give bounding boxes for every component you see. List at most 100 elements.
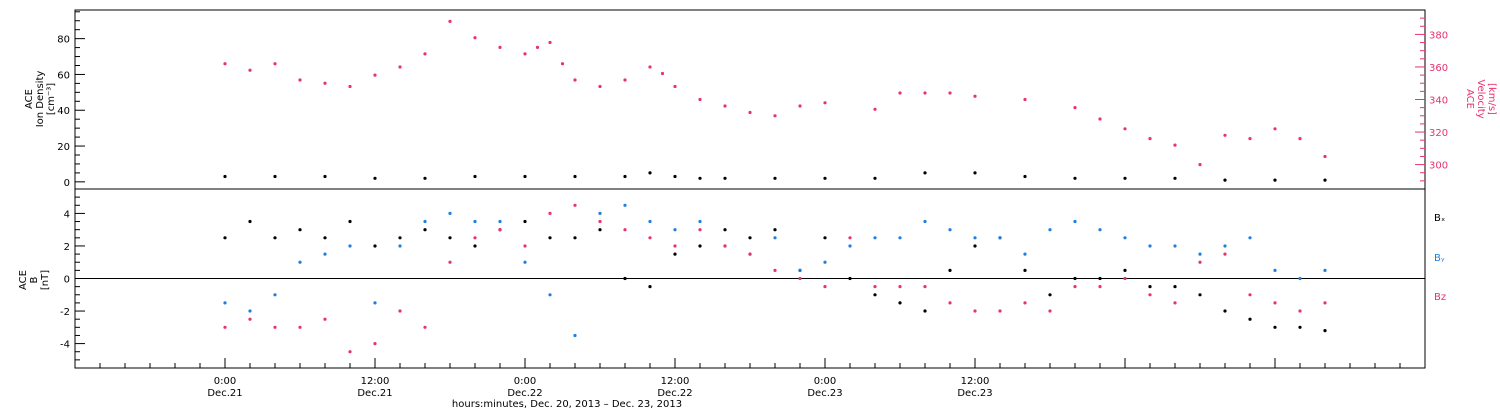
x-tick-date-label: Dec.23 — [957, 388, 992, 399]
density-series-point — [373, 176, 377, 180]
by-series-point — [298, 260, 302, 264]
velocity-series-point — [498, 45, 502, 50]
velocity-series-point — [823, 101, 827, 105]
by-series-point — [1148, 244, 1152, 248]
velocity-series-point — [573, 78, 577, 82]
top-right-ylabel-line2: Velocity — [1475, 79, 1486, 118]
bx-series-point — [1148, 285, 1152, 289]
velocity-series-point — [1023, 97, 1027, 102]
y-tick-label: 4 — [64, 209, 70, 220]
bz-series-point — [673, 244, 677, 248]
by-series-point — [1198, 252, 1202, 256]
velocity-series-point — [660, 71, 665, 76]
bz-series-point — [798, 276, 802, 281]
bz-series-point — [748, 252, 752, 256]
density-series-point — [773, 176, 777, 180]
x-tick-time-label: 0:00 — [214, 376, 236, 387]
bx-series-point — [448, 236, 452, 240]
bx-series-point — [873, 293, 877, 297]
y-tick-label: 40 — [57, 106, 70, 117]
by-series-point — [1023, 252, 1027, 256]
top-series-layer — [223, 19, 1327, 182]
density-series-point — [723, 176, 727, 180]
bz-series-point — [473, 236, 477, 240]
by-series-point — [1248, 236, 1252, 240]
bx-series-point — [548, 236, 552, 240]
by-series-point — [1273, 268, 1277, 272]
bx-series-point — [1223, 309, 1227, 313]
bx-series-point — [1098, 276, 1102, 281]
bz-series-point — [423, 325, 427, 329]
density-series-point — [698, 176, 702, 180]
y-tick-right-label: 320 — [1429, 128, 1448, 139]
bx-series-point — [1248, 317, 1252, 321]
bx-series-point — [848, 276, 852, 281]
y-tick-label: -4 — [60, 340, 70, 351]
density-series-point — [1073, 176, 1077, 180]
by-series-point — [873, 236, 877, 240]
y-tick-right-label: 340 — [1429, 96, 1448, 107]
bz-series-point — [873, 285, 877, 289]
bz-series-point — [1073, 285, 1077, 289]
y-tick-label: 20 — [57, 142, 70, 153]
density-series-point — [1123, 176, 1127, 180]
by-series-point — [923, 219, 927, 224]
y-tick-label: 80 — [57, 35, 70, 46]
bottom-left-axis: -4 -2 0 2 4 — [60, 196, 85, 361]
by-series-point — [573, 333, 577, 338]
by-series-point — [548, 293, 552, 297]
density-series-point — [423, 176, 427, 180]
by-series-point — [398, 244, 402, 248]
by-series-point — [473, 219, 477, 224]
bx-series-point — [773, 228, 777, 232]
velocity-series-point — [873, 107, 877, 111]
velocity-series-point — [348, 84, 352, 89]
legend-by: Bᵧ — [1434, 253, 1445, 264]
velocity-series-point — [1073, 106, 1077, 110]
density-series-point — [873, 176, 877, 180]
velocity-series-point — [748, 110, 752, 115]
by-series-point — [973, 236, 977, 240]
bz-series-point — [1023, 301, 1027, 305]
density-series-point — [623, 174, 627, 179]
velocity-series-point — [948, 91, 952, 95]
bz-series-point — [823, 285, 827, 289]
bottom-ylabel-line3: [nT] — [40, 270, 51, 290]
density-series-point — [823, 176, 827, 180]
velocity-series — [223, 19, 1327, 167]
top-left-ylabel-line3: [cm⁻³] — [46, 83, 57, 115]
y-tick-label: 60 — [57, 70, 70, 81]
y-tick-label: 0 — [64, 178, 70, 189]
by-series-point — [498, 219, 502, 224]
bz-series-point — [648, 236, 652, 240]
velocity-series-point — [1248, 137, 1252, 141]
by-series-point — [673, 228, 677, 232]
by-series-point — [523, 260, 527, 264]
density-series-point — [1173, 176, 1177, 180]
bz-series-point — [1273, 301, 1277, 305]
bx-series-point — [823, 236, 827, 240]
x-tick-date-label: Dec.23 — [807, 388, 842, 399]
density-series-point — [273, 174, 277, 179]
by-series-point — [423, 219, 427, 224]
bx-series-point — [1048, 293, 1052, 297]
density-series-point — [648, 171, 652, 175]
bx-series-point — [473, 244, 477, 248]
top-left-ylabel-line1: ACE — [24, 89, 35, 109]
by-series-point — [323, 252, 327, 256]
bx-series-point — [673, 252, 677, 256]
top-left-axis: 0 20 40 60 80 — [57, 11, 85, 189]
y-tick-right-label: 300 — [1429, 161, 1448, 172]
y-tick-label: -2 — [60, 307, 70, 318]
bx-series-point — [1273, 325, 1277, 329]
bx-series-point — [923, 309, 927, 313]
by-series-point — [773, 236, 777, 240]
bz-series-point — [398, 309, 402, 313]
bx-series-point — [1298, 325, 1302, 329]
bx-series-point — [1073, 276, 1077, 281]
legend-bz: Bz — [1434, 292, 1446, 303]
legend-bx: Bₓ — [1434, 213, 1445, 224]
bx-series-point — [373, 244, 377, 248]
density-series-point — [1223, 178, 1227, 182]
